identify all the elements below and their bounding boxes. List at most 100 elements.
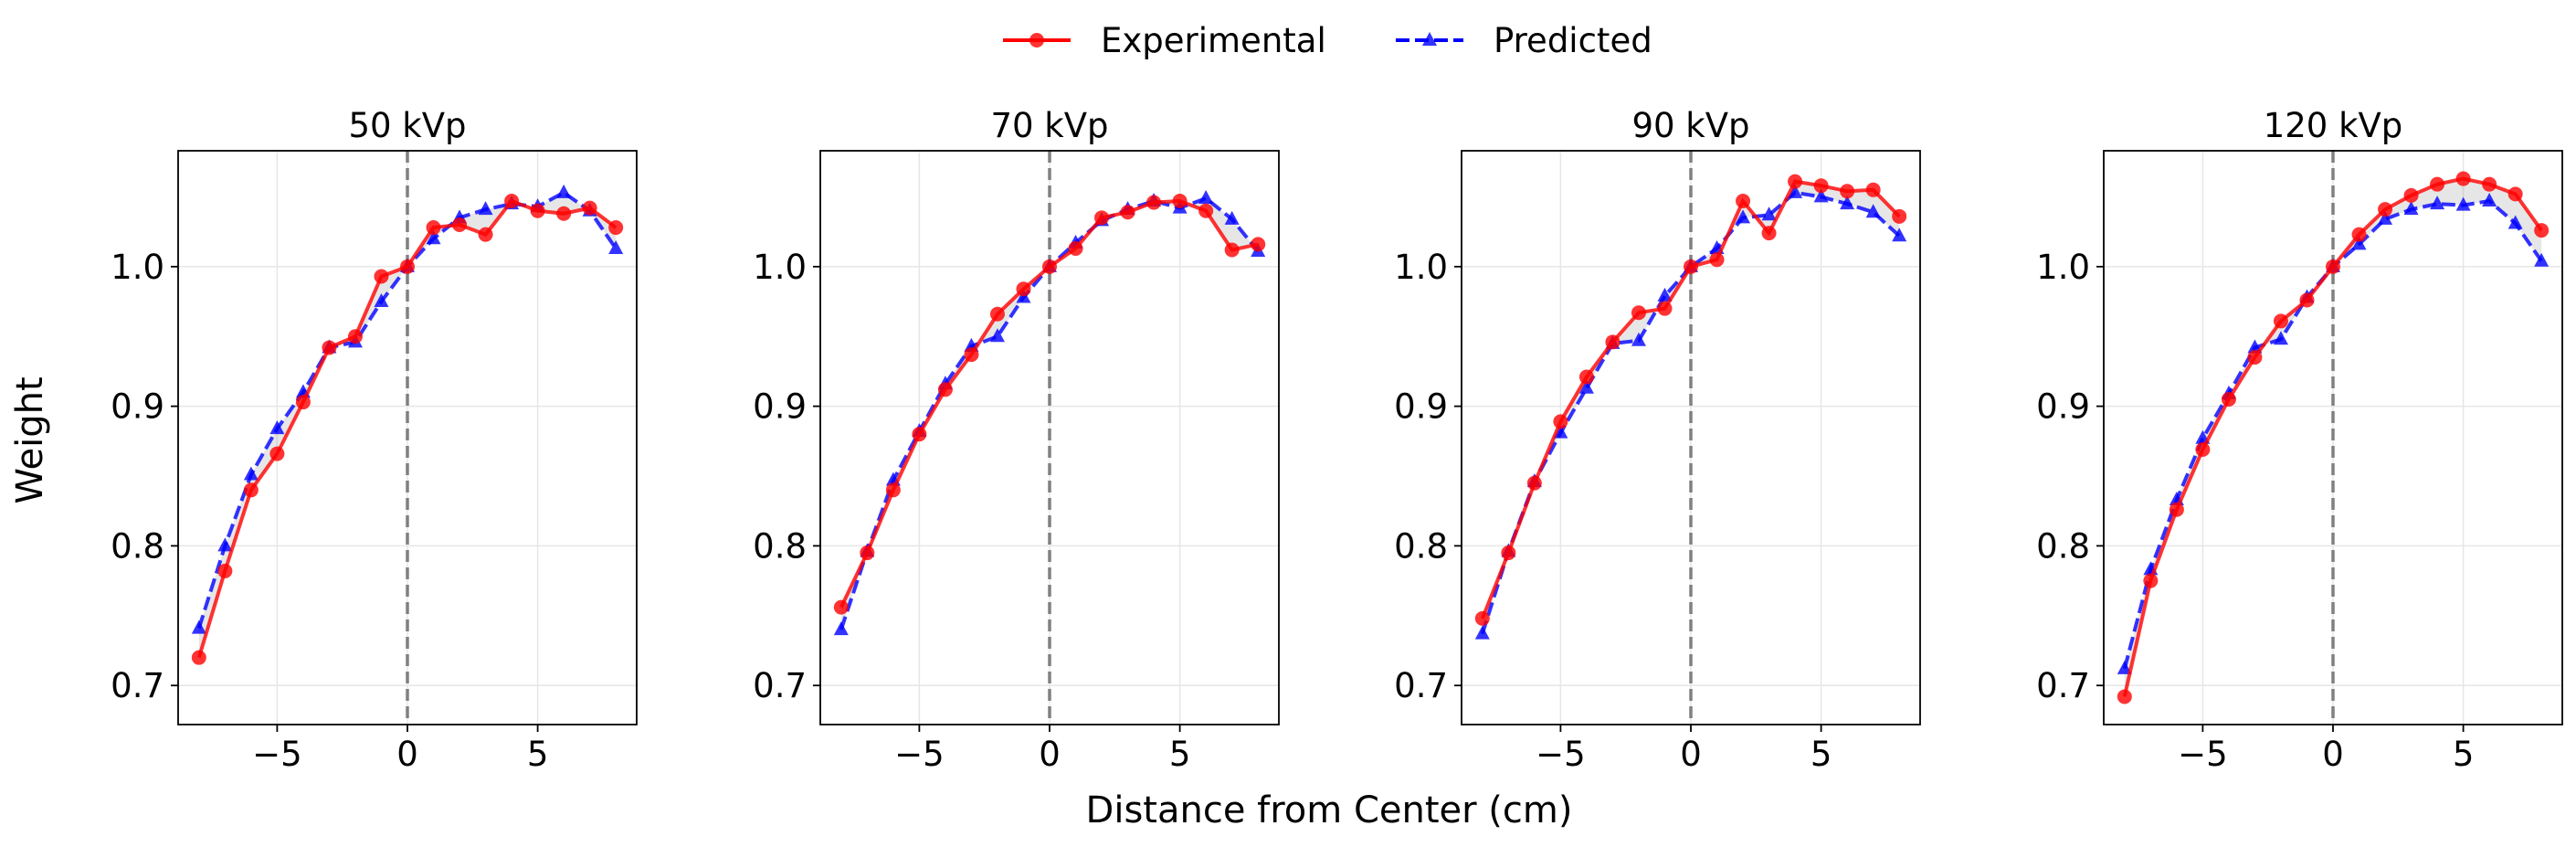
point-experimental xyxy=(1474,610,1490,626)
point-experimental xyxy=(374,269,389,284)
panels: −5 0 5 0.7 0.8 0.9 1.0 50 kVp −5 0 5 0.7 0.8 0.9 1.0 70… xyxy=(111,106,2563,774)
y-tick-label: 0.9 xyxy=(1394,387,1448,427)
point-predicted xyxy=(2351,236,2367,250)
point-experimental xyxy=(1813,178,1829,194)
point-experimental xyxy=(1709,252,1725,268)
point-experimental xyxy=(2534,223,2550,238)
x-tick-label: −5 xyxy=(252,735,302,774)
point-predicted xyxy=(556,184,572,198)
point-predicted xyxy=(1788,184,1803,198)
point-predicted xyxy=(2455,196,2471,211)
x-tick-label: −5 xyxy=(894,735,945,774)
y-tick-label: 1.0 xyxy=(1394,248,1448,287)
point-experimental xyxy=(1198,203,1214,218)
point-predicted xyxy=(1631,332,1646,346)
point-experimental xyxy=(1865,182,1881,197)
point-predicted xyxy=(243,466,259,481)
point-predicted xyxy=(1657,287,1673,302)
x-tick-label: −5 xyxy=(1536,735,1586,774)
panel-title: 50 kVp xyxy=(348,106,466,145)
point-predicted xyxy=(1840,196,1855,210)
point-experimental xyxy=(347,329,363,344)
point-predicted xyxy=(217,537,233,552)
panel-120-kvp: −5 0 5 0.7 0.8 0.9 1.0 120 kVp xyxy=(2036,106,2563,774)
point-predicted xyxy=(2534,252,2550,267)
point-experimental xyxy=(217,563,233,578)
x-tick-label: −5 xyxy=(2178,735,2228,774)
point-experimental xyxy=(964,347,979,363)
y-tick-label: 0.7 xyxy=(2036,666,2090,705)
point-experimental xyxy=(191,650,206,665)
point-predicted xyxy=(1474,625,1490,640)
y-tick-label: 0.7 xyxy=(111,666,164,705)
x-tick-label: 5 xyxy=(1169,735,1191,774)
point-experimental xyxy=(322,340,337,355)
legend-label-predicted: Predicted xyxy=(1494,21,1652,60)
y-tick-label: 1.0 xyxy=(111,248,164,287)
point-experimental xyxy=(478,227,493,242)
point-predicted xyxy=(833,621,849,636)
y-tick-label: 0.8 xyxy=(753,526,807,566)
point-predicted xyxy=(2403,201,2419,216)
point-experimental xyxy=(1892,208,1907,224)
panel-title: 90 kVp xyxy=(1631,106,1749,145)
point-experimental xyxy=(1761,226,1777,241)
y-tick-label: 0.9 xyxy=(111,387,164,427)
point-predicted xyxy=(2117,660,2132,674)
point-experimental xyxy=(1605,334,1621,350)
point-experimental xyxy=(1657,301,1673,316)
point-predicted xyxy=(608,239,624,254)
point-experimental xyxy=(1251,237,1266,252)
point-experimental xyxy=(2143,573,2159,588)
y-tick-label: 1.0 xyxy=(2036,248,2090,287)
y-tick-label: 0.8 xyxy=(2036,526,2090,566)
panel-90-kvp: −5 0 5 0.7 0.8 0.9 1.0 90 kVp xyxy=(1394,106,1921,774)
point-predicted xyxy=(1761,206,1777,221)
point-predicted xyxy=(2482,193,2497,207)
legend-marker-experimental xyxy=(1029,33,1044,48)
point-experimental xyxy=(2378,202,2393,217)
panel-title: 120 kVp xyxy=(2264,106,2403,145)
x-tick-label: 5 xyxy=(2453,735,2475,774)
point-experimental xyxy=(1016,281,1031,297)
point-experimental xyxy=(989,306,1005,322)
point-experimental xyxy=(1526,475,1542,491)
x-tick-label: 5 xyxy=(527,735,549,774)
point-experimental xyxy=(2247,350,2263,365)
point-experimental xyxy=(912,427,927,442)
point-predicted xyxy=(1813,188,1829,203)
y-tick-label: 0.7 xyxy=(1394,666,1448,705)
point-experimental xyxy=(860,545,875,561)
point-experimental xyxy=(1146,195,1162,210)
point-experimental xyxy=(504,194,520,209)
point-experimental xyxy=(2273,313,2288,329)
panel-title: 70 kVp xyxy=(990,106,1108,145)
point-experimental xyxy=(2351,227,2367,242)
point-predicted xyxy=(478,201,493,216)
point-predicted xyxy=(1578,379,1594,394)
point-predicted xyxy=(191,619,206,634)
point-experimental xyxy=(1042,259,1057,274)
point-experimental xyxy=(2403,187,2419,203)
panel-50-kvp: −5 0 5 0.7 0.8 0.9 1.0 50 kVp xyxy=(111,106,638,774)
point-experimental xyxy=(1736,194,1751,209)
point-predicted xyxy=(1198,189,1214,204)
x-axis-label: Distance from Center (cm) xyxy=(1086,789,1573,831)
point-predicted xyxy=(2378,210,2393,225)
point-experimental xyxy=(556,206,572,221)
point-predicted xyxy=(989,328,1005,343)
y-tick-label: 1.0 xyxy=(753,248,807,287)
point-predicted xyxy=(2430,196,2445,210)
point-predicted xyxy=(2507,215,2523,229)
y-tick-label: 0.9 xyxy=(753,387,807,427)
point-experimental xyxy=(582,200,597,216)
point-predicted xyxy=(374,293,389,308)
point-experimental xyxy=(2195,441,2211,457)
point-predicted xyxy=(1892,228,1907,242)
point-experimental xyxy=(1172,194,1188,209)
point-experimental xyxy=(1553,414,1568,429)
x-tick-label: 0 xyxy=(396,735,418,774)
legend-label-experimental: Experimental xyxy=(1101,21,1326,60)
point-predicted xyxy=(1736,209,1751,224)
